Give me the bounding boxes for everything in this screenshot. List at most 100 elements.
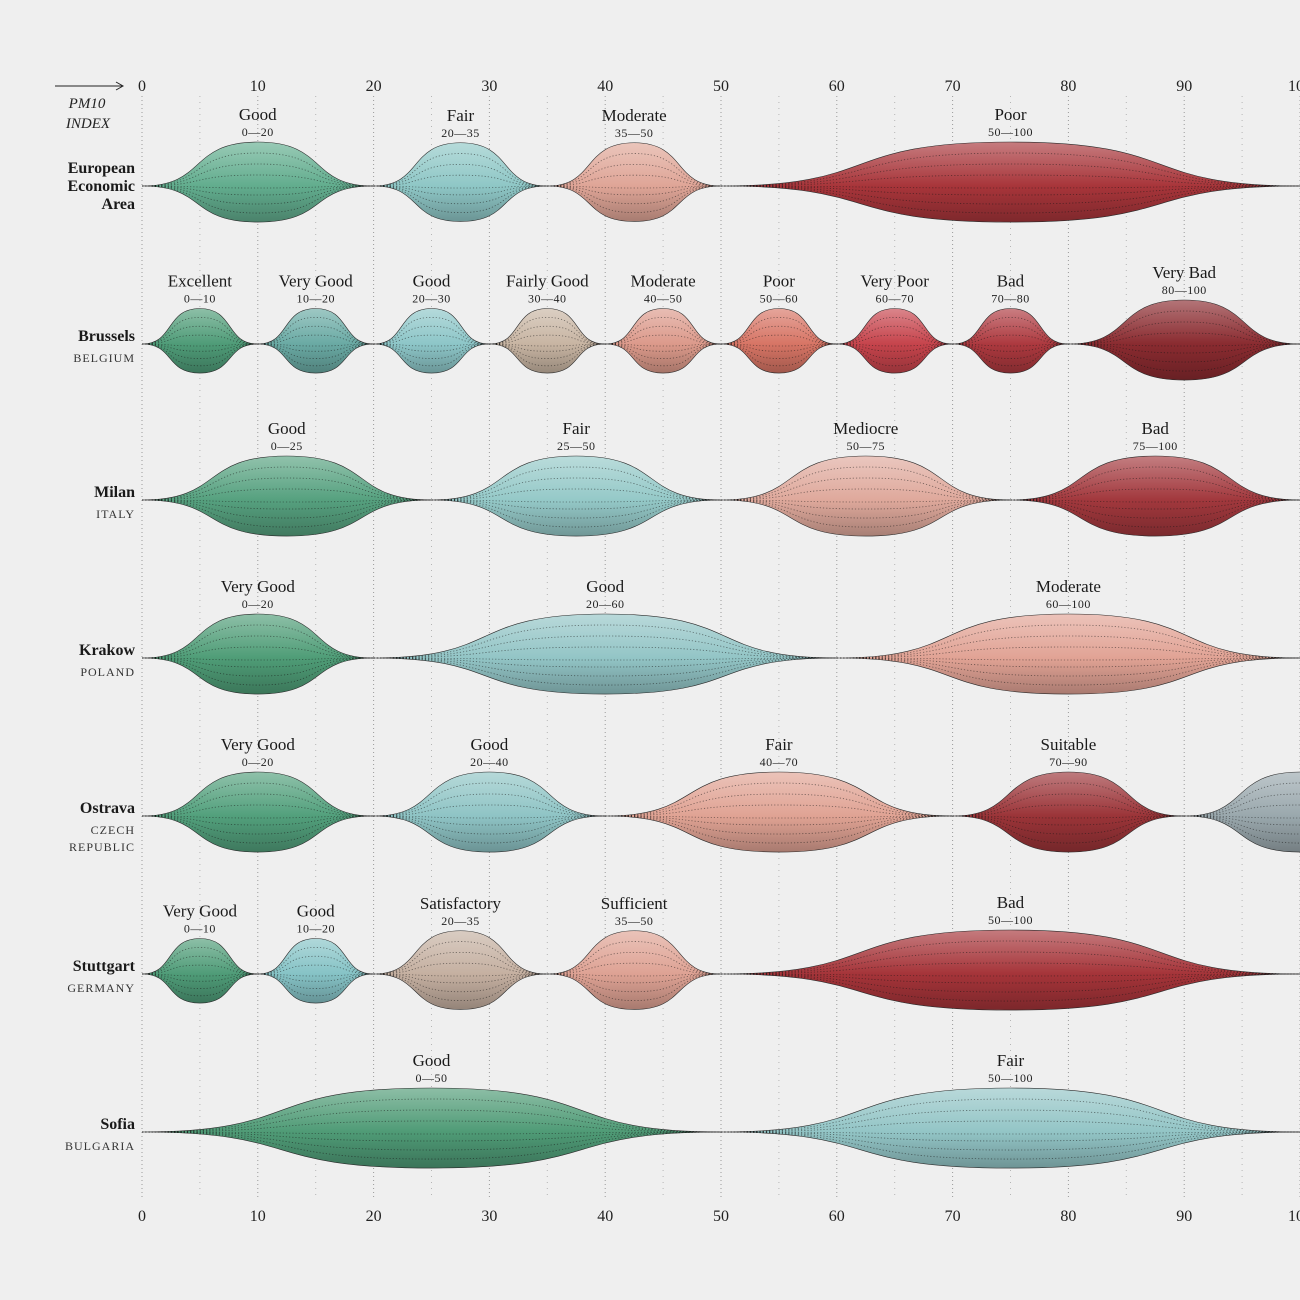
band-range-label: 10—20 [296,922,335,936]
city-name: European [68,160,135,177]
band-contour-line [720,343,837,347]
band-contour-line [605,793,953,817]
band-contours [720,1098,1300,1160]
band-range-label: 70—80 [991,292,1030,306]
city-name: Krakow [79,642,135,659]
band-label: Good [239,105,277,124]
band-contour-line [1068,321,1300,345]
band-shape [547,930,722,1010]
band-contour-line [489,334,606,345]
index-header: PM10 INDEX [55,81,125,132]
band-range-label: 50—100 [988,1071,1033,1085]
band-label: Poor [763,272,795,291]
band-shape [836,308,953,374]
band-label: Fair [447,106,475,125]
band-contour-line [373,782,606,817]
band-contour-line [373,951,548,975]
band-contour-line [836,657,1300,661]
band-contour-line [836,343,953,347]
band-label: Excellent [168,272,232,291]
band-contour-line [257,973,374,977]
band-shape [141,455,432,537]
band-contour-line [836,635,1300,659]
band-contour-line [141,343,258,347]
band-contour-line [141,793,374,817]
band-contour-line [720,973,1300,1002]
band-contour-line [141,334,258,345]
band-label: Very Poor [860,272,929,291]
band-label: Mediocre [833,419,898,438]
index-label-line-1: PM10 [68,96,106,112]
band-contour-line [431,499,722,519]
band-contours [605,316,722,367]
band-contour-line [141,973,258,982]
band-contour-line [547,973,722,1002]
city-name: Economic [67,178,135,195]
band-contour-line [141,782,374,817]
band-contour-line [952,325,1069,345]
band-contour-line [141,657,374,686]
x-tick-label: 40 [597,78,613,95]
band-contour-line [373,657,837,686]
band-contour-line [605,343,722,352]
band-contours [373,782,606,844]
band-contours [1010,466,1300,528]
band-contour-line [431,466,722,501]
band-contour-line [373,973,548,977]
band-shape [952,771,1185,853]
band-contour-line [141,973,258,977]
city-rows: EuropeanEconomicAreaGood0—20Fair20—35Mod… [65,105,1300,1169]
band-contour-line [141,343,258,367]
band-contour-line [1010,499,1300,510]
band-contour-line [373,343,490,347]
band-contour-line [952,334,1069,345]
band-shape [141,141,374,223]
band-contour-line [141,499,432,510]
x-tick-label: 60 [829,1208,845,1225]
band-contour-line [720,334,837,345]
band-contour-line [547,973,722,977]
band-contours [836,624,1300,686]
band-contour-line [489,325,606,345]
band-contour-line [141,815,374,819]
band-contour-line [141,477,432,501]
band-contour-line [431,499,722,528]
band-contours [1068,310,1300,372]
band-contour-line [952,815,1185,826]
band-label: Poor [994,105,1026,124]
band-contours [720,940,1300,1002]
band-contour-line [1010,499,1300,503]
band-shape [141,308,258,374]
band-contour-line [431,499,722,510]
band-contour-line [373,343,490,367]
x-axis-bottom: 0 10 20 30 40 50 60 70 80 90 100 [138,1208,1300,1225]
index-label-line-2: INDEX [65,116,111,132]
band-shape [720,929,1300,1011]
band-contour-line [952,815,1185,844]
band-contour-line [373,815,606,819]
band-contour-line [141,1131,722,1160]
band-contour-line [373,635,837,659]
band-contour-line [836,325,953,345]
band-contour-line [141,152,374,187]
band-contour-line [836,624,1300,659]
band-range-label: 60—100 [1046,597,1091,611]
band-label: Good [297,902,335,921]
city-country: GERMANY [67,981,135,995]
city-country: POLAND [80,665,135,679]
band-contour-line [1068,343,1300,372]
band-contour-line [547,973,722,984]
band-contour-line [720,185,1300,214]
x-tick-label: 10 [250,1208,266,1225]
band-label: Good [413,272,451,291]
band-range-label: 10—20 [296,292,335,306]
band-contour-line [373,793,606,817]
band-contour-line [141,325,258,345]
band-shape [605,308,722,374]
band-range-label: 20—35 [441,126,480,140]
band-contours [373,624,837,686]
band-contour-line [141,185,374,196]
